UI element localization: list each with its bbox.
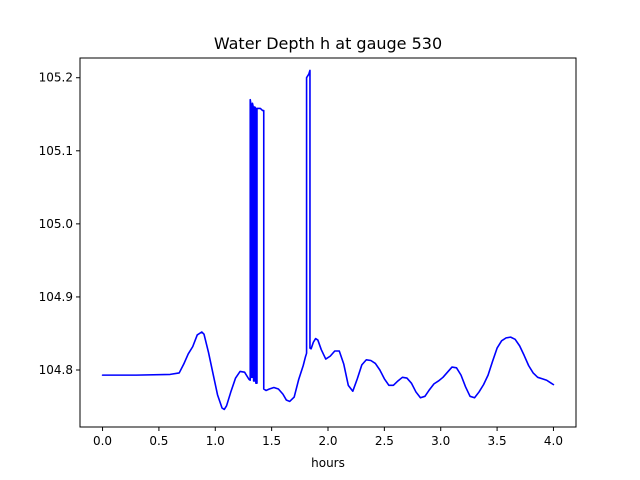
y-tick-label: 104.9 [39, 290, 73, 304]
x-tick-label: 1.5 [262, 434, 281, 448]
y-tick-label: 105.0 [39, 217, 73, 231]
x-axis-label: hours [311, 456, 345, 470]
y-tick-label: 105.1 [39, 144, 73, 158]
x-tick-label: 0.5 [149, 434, 168, 448]
x-tick-label: 3.5 [488, 434, 507, 448]
plot-layer [101, 69, 555, 411]
series-line-1 [101, 69, 555, 411]
x-axis: 0.0 0.5 1.0 1.5 2.0 2.5 3.0 3.5 4.0 [93, 427, 563, 448]
x-tick-label: 4.0 [544, 434, 563, 448]
x-tick-label: 0.0 [93, 434, 112, 448]
y-tick-label: 105.2 [39, 71, 73, 85]
y-tick-label: 104.8 [39, 363, 73, 377]
x-tick-label: 2.5 [375, 434, 394, 448]
x-tick-label: 1.0 [206, 434, 225, 448]
x-tick-label: 3.0 [431, 434, 450, 448]
chart-title: Water Depth h at gauge 530 [214, 34, 442, 53]
y-axis: 104.8 104.9 105.0 105.1 105.2 [39, 71, 80, 377]
x-tick-label: 2.0 [318, 434, 337, 448]
